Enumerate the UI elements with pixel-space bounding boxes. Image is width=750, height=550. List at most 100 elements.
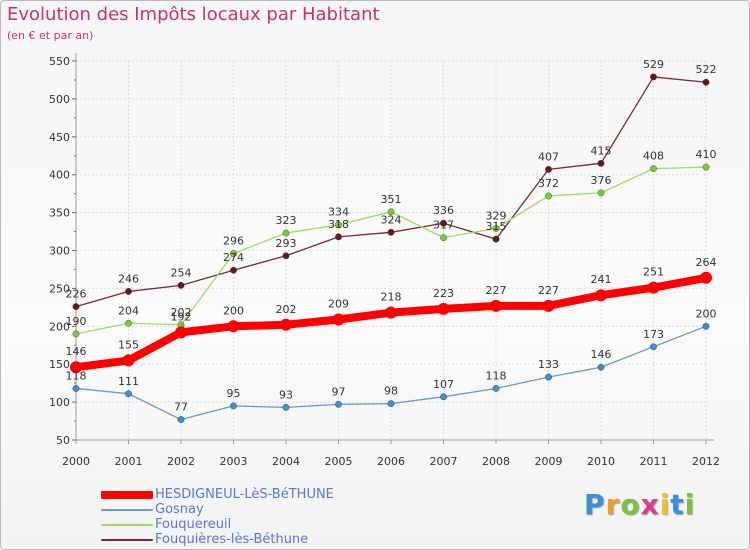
data-point (72, 303, 80, 310)
data-label: 218 (381, 291, 402, 304)
x-tick-label: 2008 (482, 455, 510, 468)
data-label: 529 (643, 58, 664, 71)
y-tick-label: 200 (49, 320, 70, 333)
chart-title: Evolution des Impôts locaux par Habitant (7, 4, 380, 25)
data-label: 410 (696, 148, 717, 161)
legend-swatch (101, 508, 153, 511)
x-tick-label: 2002 (167, 455, 195, 468)
data-label: 223 (433, 287, 454, 300)
x-tick-label: 2005 (325, 455, 353, 468)
data-point (492, 235, 500, 243)
data-point (492, 385, 500, 392)
data-label: 227 (538, 284, 559, 297)
x-tick-label: 2000 (62, 455, 90, 468)
data-label: 202 (171, 306, 192, 319)
x-tick-label: 2011 (640, 455, 668, 468)
data-label: 324 (381, 213, 402, 226)
data-label: 251 (643, 266, 664, 279)
data-label: 372 (538, 177, 559, 190)
x-tick-label: 2001 (115, 455, 143, 468)
data-point (72, 385, 80, 392)
data-point (125, 288, 132, 295)
data-label: 97 (332, 385, 346, 398)
data-label: 173 (643, 328, 664, 341)
data-point (595, 289, 607, 302)
data-point (385, 306, 397, 319)
data-label: 323 (276, 214, 297, 227)
data-point (70, 361, 82, 374)
y-tick-label: 450 (49, 131, 70, 144)
logo-letter: i (659, 488, 671, 521)
data-label: 246 (118, 272, 139, 285)
y-tick-label: 550 (49, 55, 70, 68)
data-points (70, 73, 712, 423)
data-point (545, 165, 552, 173)
data-point (227, 320, 240, 333)
data-label: 318 (328, 218, 349, 231)
data-point (437, 302, 450, 315)
data-point (125, 319, 132, 327)
x-tick-label: 2012 (692, 455, 720, 468)
data-point (545, 373, 552, 381)
data-label: 192 (171, 310, 192, 323)
data-point (175, 326, 187, 339)
data-point (230, 402, 237, 410)
data-point (387, 400, 395, 408)
data-point (72, 330, 80, 338)
data-label: 522 (696, 63, 717, 76)
x-tick-label: 2007 (430, 455, 458, 468)
chart-subtitle: (en € et par an) (7, 29, 94, 42)
data-point (440, 393, 447, 401)
data-label: 93 (279, 388, 293, 401)
x-tick-label: 2010 (587, 455, 615, 468)
data-label: 226 (66, 288, 87, 301)
data-label: 408 (643, 150, 664, 163)
logo-letter: P (584, 488, 606, 521)
logo-letter: x (640, 488, 660, 521)
data-point (335, 400, 342, 408)
data-point (650, 343, 657, 351)
data-point (440, 219, 447, 227)
data-label: 133 (538, 358, 559, 371)
y-tick-label: 350 (49, 207, 70, 220)
y-tick-label: 500 (49, 93, 70, 106)
data-point (335, 221, 342, 229)
y-tick-label: 50 (56, 434, 70, 447)
data-label: 317 (433, 219, 454, 232)
data-point (545, 192, 552, 200)
legend-item: Gosnay (101, 502, 361, 517)
data-point (702, 322, 710, 330)
data-point (177, 416, 185, 423)
data-label: 254 (171, 266, 192, 279)
x-tick-label: 2009 (535, 455, 563, 468)
data-point (282, 252, 290, 260)
data-label: 146 (591, 348, 612, 361)
y-tick-label: 100 (49, 396, 70, 409)
data-label: 407 (538, 150, 559, 163)
data-label: 95 (227, 387, 241, 400)
data-point (387, 208, 395, 216)
data-point (597, 363, 605, 371)
data-point (230, 266, 237, 274)
data-point (280, 318, 292, 331)
y-tick-label: 300 (49, 245, 70, 258)
data-label: 190 (66, 315, 87, 328)
legend-item: Fouquières-lès-Béthune (101, 532, 361, 547)
legend-item: HESDIGNEUL-LèS-BéTHUNE (101, 487, 361, 502)
data-label: 111 (118, 375, 139, 388)
data-point (650, 73, 657, 81)
legend: HESDIGNEUL-LèS-BéTHUNE Gosnay Fouquereuil F… (101, 487, 361, 547)
data-label: 200 (223, 304, 244, 317)
data-label: 274 (223, 251, 244, 264)
y-tick-label: 150 (49, 358, 70, 371)
legend-label: Gosnay (155, 502, 204, 517)
data-label: 204 (118, 304, 139, 317)
data-point (230, 250, 237, 257)
grid-lines (75, 60, 707, 441)
data-label: 202 (276, 303, 297, 316)
data-label: 98 (384, 385, 398, 398)
series-lines (72, 76, 710, 421)
